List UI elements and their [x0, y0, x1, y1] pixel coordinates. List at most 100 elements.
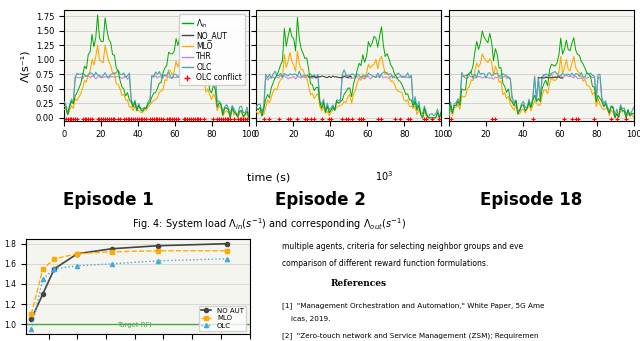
- Point: [188, 116, 198, 122]
- Point: [292, 116, 303, 122]
- NO AUT: [108, 247, 116, 251]
- Point: [427, 116, 437, 122]
- Point: [134, 116, 144, 122]
- Point: [236, 116, 246, 122]
- Point: [186, 116, 196, 122]
- Point: [98, 116, 108, 122]
- Point: [559, 116, 570, 122]
- Point: [173, 116, 183, 122]
- Point: [171, 116, 181, 122]
- Point: [209, 116, 219, 122]
- Text: time (s): time (s): [247, 173, 291, 183]
- Text: icas, 2019.: icas, 2019.: [291, 315, 331, 322]
- Point: [419, 116, 429, 122]
- Point: [94, 116, 104, 122]
- Point: [96, 116, 106, 122]
- Point: [79, 116, 90, 122]
- Line: NO AUT: NO AUT: [29, 242, 228, 321]
- Point: [300, 116, 310, 122]
- Point: [67, 116, 77, 122]
- Point: [115, 116, 125, 122]
- NO AUT: [74, 252, 81, 256]
- Text: [1]  "Management Orchestration and Automation," White Paper, 5G Ame: [1] "Management Orchestration and Automa…: [282, 302, 544, 309]
- Point: [218, 116, 228, 122]
- Point: [356, 116, 366, 122]
- Point: [346, 116, 356, 122]
- Point: [108, 116, 118, 122]
- Point: [70, 116, 81, 122]
- Point: [118, 116, 129, 122]
- Point: [120, 116, 131, 122]
- Point: [189, 116, 200, 122]
- Text: multiple agents, criteria for selecting neighbor groups and eve: multiple agents, criteria for selecting …: [282, 242, 523, 251]
- Point: [404, 116, 415, 122]
- Text: $10^3$: $10^3$: [375, 169, 393, 183]
- Point: [221, 116, 232, 122]
- Point: [240, 116, 250, 122]
- Point: [61, 116, 71, 122]
- OLC: [28, 327, 35, 331]
- Point: [193, 116, 204, 122]
- Point: [100, 116, 110, 122]
- Point: [147, 116, 157, 122]
- Point: [138, 116, 148, 122]
- MLO: [74, 252, 81, 256]
- Text: Episode 1: Episode 1: [63, 191, 154, 209]
- Point: [104, 116, 114, 122]
- Point: [527, 116, 538, 122]
- Text: References: References: [330, 279, 387, 288]
- Point: [337, 116, 348, 122]
- Point: [343, 116, 353, 122]
- NO AUT: [154, 244, 161, 248]
- Point: [184, 116, 195, 122]
- Point: [212, 116, 222, 122]
- MLO: [28, 312, 35, 316]
- Point: [167, 116, 177, 122]
- Point: [195, 116, 205, 122]
- Point: [234, 116, 244, 122]
- Point: [305, 116, 316, 122]
- Point: [283, 116, 293, 122]
- MLO: [39, 267, 47, 271]
- MLO: [223, 249, 230, 253]
- Point: [229, 116, 239, 122]
- Point: [180, 116, 191, 122]
- Point: [238, 116, 248, 122]
- Text: Target RFI: Target RFI: [118, 322, 152, 328]
- Point: [223, 116, 234, 122]
- Point: [65, 116, 75, 122]
- Point: [395, 116, 405, 122]
- Point: [179, 116, 189, 122]
- Legend: NO AUT, MLO, OLC: NO AUT, MLO, OLC: [199, 306, 246, 331]
- NO AUT: [39, 292, 47, 296]
- Point: [158, 116, 168, 122]
- OLC: [108, 262, 116, 266]
- Point: [191, 116, 202, 122]
- Point: [152, 116, 163, 122]
- Point: [621, 116, 631, 122]
- OLC: [154, 259, 161, 263]
- Point: [162, 116, 172, 122]
- Point: [264, 116, 275, 122]
- NO AUT: [28, 317, 35, 321]
- Point: [124, 116, 134, 122]
- Point: [232, 116, 243, 122]
- Point: [81, 116, 92, 122]
- Point: [358, 116, 368, 122]
- Point: [390, 116, 400, 122]
- Point: [341, 116, 351, 122]
- Point: [376, 116, 387, 122]
- Point: [169, 116, 179, 122]
- Point: [572, 116, 582, 122]
- OLC: [74, 264, 81, 268]
- Point: [85, 116, 95, 122]
- Text: Fig. 4: System load $\Lambda_{in}(s^{-1})$ and corresponding $\Lambda_{out}(s^{-: Fig. 4: System load $\Lambda_{in}(s^{-1}…: [132, 217, 406, 233]
- Point: [225, 116, 236, 122]
- Line: MLO: MLO: [29, 249, 228, 316]
- Point: [372, 116, 383, 122]
- Point: [163, 116, 173, 122]
- Point: [571, 116, 581, 122]
- Point: [301, 116, 312, 122]
- Point: [68, 116, 79, 122]
- Line: OLC: OLC: [29, 257, 228, 331]
